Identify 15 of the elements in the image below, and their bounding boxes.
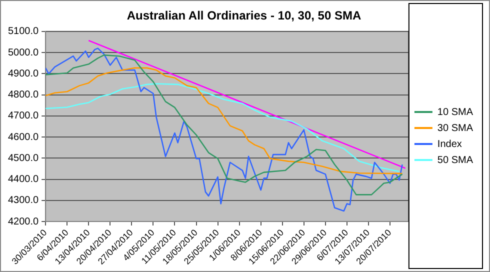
y-tick-label: 4700.0 (8, 110, 40, 122)
legend-label: Index (437, 138, 462, 150)
y-tick-label: 4300.0 (8, 195, 40, 206)
legend-label: 50 SMA (437, 154, 474, 166)
y-tick-label: 5100.0 (8, 26, 40, 38)
y-tick-label: 4500.0 (8, 152, 40, 164)
y-tick-label: 4900.0 (8, 68, 40, 80)
y-tick-label: 5000.0 (8, 47, 40, 58)
legend-label: 10 SMA (437, 106, 474, 118)
legend-label: 30 SMA (437, 122, 474, 134)
y-tick-label: 4800.0 (8, 90, 40, 101)
y-tick-label: 4400.0 (8, 174, 40, 186)
y-tick-label: 4200.0 (8, 216, 40, 228)
y-tick-label: 4600.0 (8, 132, 40, 143)
chart-title: Australian All Ordinaries - 10, 30, 50 SMA (126, 8, 362, 23)
